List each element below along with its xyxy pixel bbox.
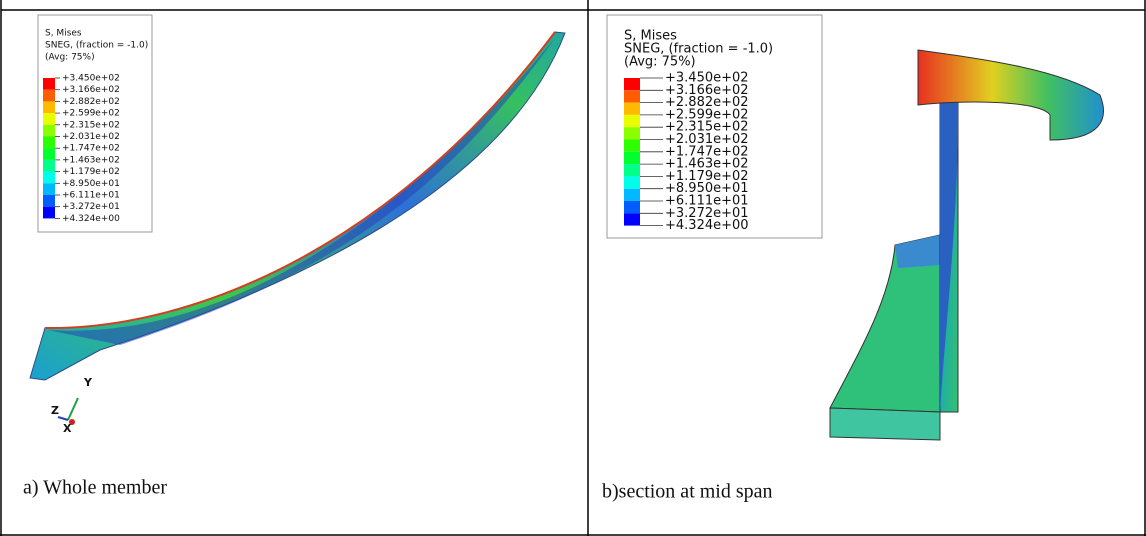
legend-value: +2.315e+02 <box>665 120 749 135</box>
legend-title: S, Mises <box>45 29 82 39</box>
legend-value: +3.272e+01 <box>665 206 749 221</box>
legend-swatch <box>624 201 640 214</box>
legend-value: +3.166e+02 <box>62 85 120 95</box>
legend-value: +1.179e+02 <box>665 169 749 184</box>
legend-value: +1.747e+02 <box>62 144 120 154</box>
legend-value: +2.599e+02 <box>62 109 120 119</box>
legend-swatch <box>624 151 640 165</box>
legend-line: (Avg: 75%) <box>624 55 696 70</box>
legend-swatch <box>43 89 55 102</box>
legend-line: (Avg: 75%) <box>45 53 95 63</box>
legend-swatch <box>43 113 55 125</box>
legend-swatch <box>43 148 55 160</box>
legend-value: +2.031e+02 <box>62 132 120 142</box>
legend-swatch <box>624 188 640 201</box>
legend-swatch <box>43 195 55 207</box>
legend-value: +1.463e+02 <box>62 155 120 165</box>
legend-swatch <box>624 114 640 128</box>
legend-value: +3.450e+02 <box>62 74 120 84</box>
beam-model <box>29 31 566 381</box>
legend-swatch <box>624 213 640 226</box>
legend-value: +2.315e+02 <box>62 120 120 130</box>
legend-value: +2.882e+02 <box>665 95 749 110</box>
legend-value: +8.950e+01 <box>62 179 120 189</box>
section-model <box>829 49 1104 441</box>
caption: a) Whole member <box>23 477 167 499</box>
axis-label: Y <box>83 376 93 389</box>
legend-value: +4.324e+00 <box>665 218 749 233</box>
legend-swatch <box>624 78 640 91</box>
legend-value: +6.111e+01 <box>665 194 749 209</box>
legend-swatch <box>43 136 55 149</box>
legend-value: +6.111e+01 <box>62 191 120 201</box>
legend-swatch <box>624 90 640 103</box>
legend-value: +3.272e+01 <box>62 202 120 212</box>
legend-value: +3.450e+02 <box>665 71 749 86</box>
legend-line: SNEG, (fraction = -1.0) <box>45 41 148 51</box>
legend-swatch <box>43 124 55 137</box>
axis-label: Z <box>51 404 59 417</box>
axis-triad <box>57 397 79 425</box>
legend-title: S, Mises <box>624 29 677 44</box>
legend-line: SNEG, (fraction = -1.0) <box>624 42 773 57</box>
legend-swatch <box>43 101 55 114</box>
legend-value: +1.179e+02 <box>62 167 120 177</box>
axis-label: X <box>63 422 72 435</box>
legend-swatch <box>624 176 640 189</box>
legend-swatch <box>624 139 640 152</box>
legend-swatch <box>43 171 55 184</box>
legend-swatch <box>43 183 55 195</box>
legend-swatch <box>43 206 55 219</box>
legend-value: +2.031e+02 <box>665 132 749 147</box>
legend-swatch <box>624 102 640 115</box>
legend-value: +8.950e+01 <box>665 181 749 196</box>
legend-value: +1.747e+02 <box>665 144 749 159</box>
legend-value: +4.324e+00 <box>62 214 120 224</box>
legend-swatch <box>624 164 640 177</box>
legend-box <box>37 14 153 233</box>
caption: b)section at mid span <box>602 481 773 503</box>
legend-value: +1.463e+02 <box>665 157 749 172</box>
legend-swatch <box>43 159 55 172</box>
legend-value: +2.882e+02 <box>62 97 120 107</box>
legend-swatch <box>43 78 55 90</box>
legend-value: +2.599e+02 <box>665 107 749 122</box>
legend-value: +3.166e+02 <box>665 83 749 98</box>
legend-swatch <box>624 127 640 140</box>
